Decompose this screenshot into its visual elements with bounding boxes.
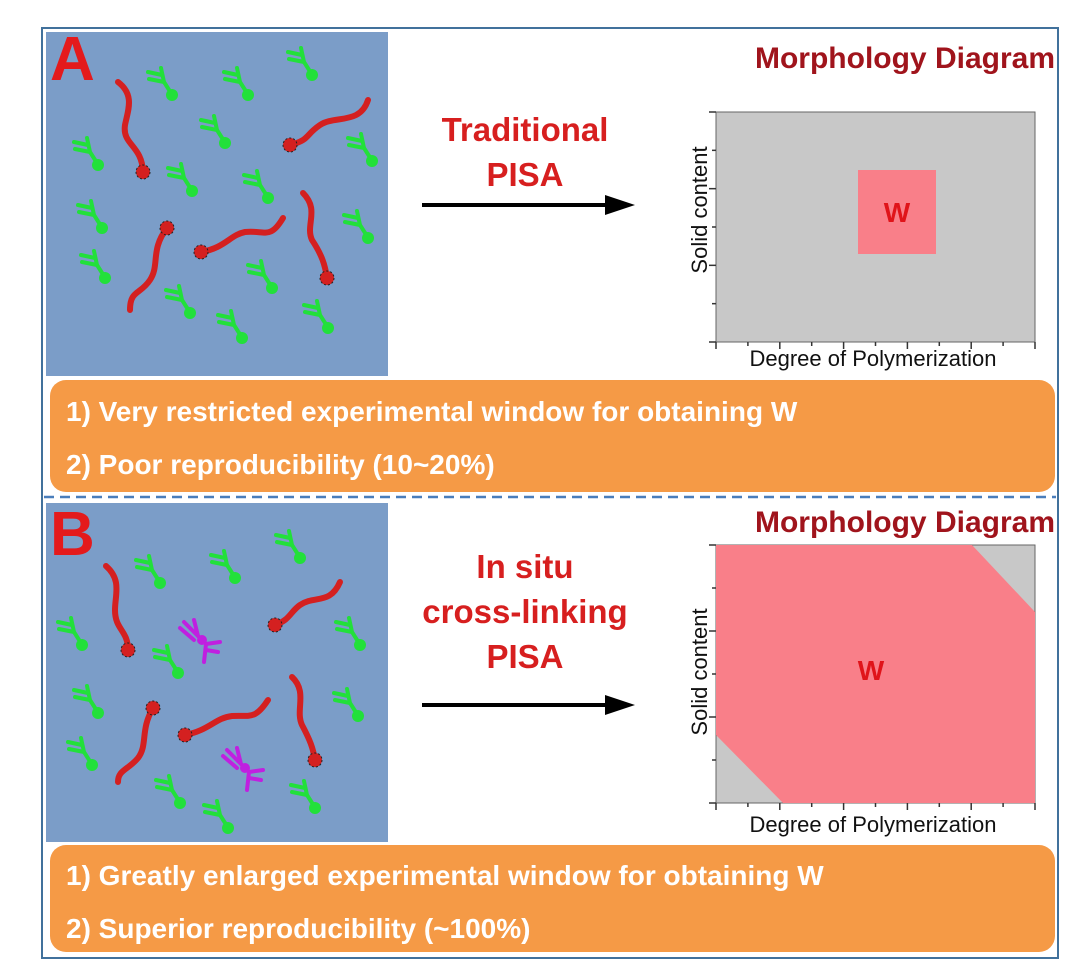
- panel-a: A Traditional PISA Morphology Diagram W …: [46, 25, 1055, 492]
- method-line: In situ: [476, 548, 573, 585]
- x-axis-label-b: Degree of Polymerization: [749, 812, 996, 837]
- panel-b: B In situ cross-linking PISA Morphology …: [46, 500, 1055, 952]
- panel-letter-a: A: [50, 25, 95, 94]
- w-region-b: [716, 545, 1035, 803]
- method-line: PISA: [486, 156, 563, 193]
- figure-frame: [41, 27, 1059, 959]
- polymer-chains-b: [103, 563, 343, 785]
- axis-ticks-b: [709, 544, 1036, 810]
- w-region-a: [858, 170, 936, 254]
- panel-letter-b: B: [50, 500, 95, 569]
- y-axis-label-a: Solid content: [687, 146, 712, 273]
- note-line: 1) Greatly enlarged experimental window …: [66, 860, 824, 891]
- w-label-b: W: [858, 655, 885, 686]
- note-line: 2) Poor reproducibility (10~20%): [66, 449, 495, 480]
- diagram-title-a: Morphology Diagram: [755, 42, 1055, 75]
- axis-ticks-a: [709, 111, 1036, 349]
- method-line: PISA: [486, 638, 563, 675]
- arrow-a: [422, 195, 635, 215]
- reaction-scheme-b: [46, 503, 388, 842]
- notes-box-b: [50, 845, 1055, 952]
- x-axis-label-a: Degree of Polymerization: [749, 346, 996, 371]
- note-line: 2) Superior reproducibility (~100%): [66, 913, 530, 944]
- diagram-title-b: Morphology Diagram: [755, 506, 1055, 539]
- method-line: cross-linking: [422, 593, 627, 630]
- arrow-b: [422, 695, 635, 715]
- note-line: 1) Very restricted experimental window f…: [66, 396, 798, 427]
- notes-box-a: [50, 380, 1055, 492]
- reaction-scheme-a: [46, 32, 388, 376]
- method-line: Traditional: [442, 111, 609, 148]
- w-label-a: W: [884, 197, 911, 228]
- polymer-chains-a: [115, 79, 371, 313]
- y-axis-label-b: Solid content: [687, 608, 712, 735]
